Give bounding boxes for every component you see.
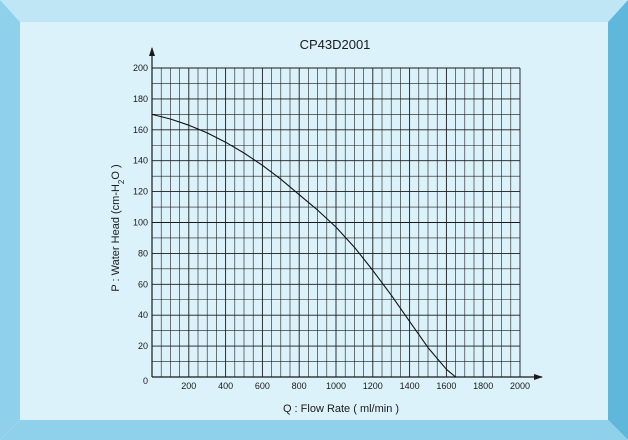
x-tick-label: 1400 xyxy=(400,381,420,391)
chart-panel xyxy=(20,22,608,420)
frame-bevel-right xyxy=(608,0,628,440)
x-tick-label: 2000 xyxy=(510,381,530,391)
x-tick-label: 1800 xyxy=(473,381,493,391)
y-tick-label: 160 xyxy=(133,125,148,135)
y-tick-label: 20 xyxy=(138,341,148,351)
y-axis-label-subscript: 2 xyxy=(117,179,126,184)
chart-title: CP43D2001 xyxy=(300,37,371,52)
y-tick-label: 0 xyxy=(143,376,148,386)
y-axis-arrow xyxy=(149,47,155,56)
y-axis-label-main: P : Water Head (cm-H xyxy=(110,184,122,292)
frame-bevel-bottom xyxy=(0,420,628,440)
y-tick-label: 100 xyxy=(133,218,148,228)
x-axis-label: Q : Flow Rate ( ml/min ) xyxy=(283,403,399,415)
y-tick-label: 180 xyxy=(133,94,148,104)
y-tick-label: 40 xyxy=(138,310,148,320)
pump-curve xyxy=(151,113,456,378)
grid xyxy=(151,67,521,378)
x-tick-label: 400 xyxy=(218,381,233,391)
y-tick-label: 120 xyxy=(133,187,148,197)
x-tick-label: 600 xyxy=(255,381,270,391)
y-tick-labels: 0 20 40 60 80 100 120 140 160 180 200 xyxy=(133,63,148,386)
x-axis-arrow xyxy=(534,374,543,380)
y-axis-label: P : Water Head (cm-H2O ) xyxy=(110,164,126,291)
x-tick-label: 1600 xyxy=(436,381,456,391)
y-axis-label-end: O ) xyxy=(110,164,122,179)
x-tick-label: 1200 xyxy=(363,381,383,391)
y-tick-label: 80 xyxy=(138,248,148,258)
x-tick-label: 800 xyxy=(292,381,307,391)
x-tick-label: 200 xyxy=(181,381,196,391)
series-line xyxy=(151,113,456,378)
y-tick-label: 140 xyxy=(133,156,148,166)
x-tick-labels: 200 400 600 800 1000 1200 1400 1600 1800 2000 xyxy=(181,381,530,391)
y-tick-label: 60 xyxy=(138,279,148,289)
frame-bevel-left xyxy=(0,0,20,440)
x-tick-label: 1000 xyxy=(326,381,346,391)
y-tick-label: 200 xyxy=(133,63,148,73)
frame-bevel-top xyxy=(0,0,628,22)
axes xyxy=(149,47,543,380)
